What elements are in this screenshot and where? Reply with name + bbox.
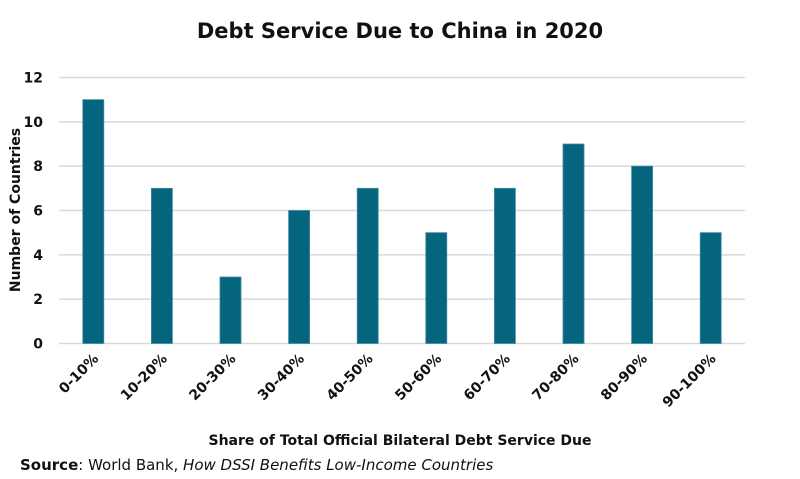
x-tick-label: 60-70% — [461, 351, 514, 404]
x-tick-label: 90-100% — [660, 351, 720, 411]
y-axis-label: Number of Countries — [8, 128, 24, 292]
x-tick-label: 80-90% — [598, 351, 651, 404]
y-tick-label: 12 — [24, 71, 43, 87]
x-tick-label: 40-50% — [324, 351, 377, 404]
source-note: Source: World Bank, How DSSI Benefits Lo… — [20, 456, 493, 474]
x-tick-label: 50-60% — [392, 351, 445, 404]
bar-10-20% — [150, 187, 173, 344]
bar-90-100% — [699, 232, 722, 344]
y-tick-label: 0 — [33, 337, 43, 353]
x-tick-label: 10-20% — [118, 351, 171, 404]
x-axis-label: Share of Total Official Bilateral Debt S… — [209, 433, 592, 449]
bar-70-80% — [562, 143, 585, 344]
y-tick-label: 6 — [33, 204, 43, 220]
y-tick-label: 8 — [33, 159, 43, 175]
source-title: How DSSI Benefits Low-Income Countries — [183, 456, 494, 474]
x-tick-label: 70-80% — [529, 351, 582, 404]
x-tick-label: 0-10% — [56, 351, 102, 397]
y-tick-label: 10 — [24, 115, 44, 131]
x-tick-label: 30-40% — [255, 351, 308, 404]
bar-40-50% — [356, 187, 379, 344]
y-tick-label: 4 — [33, 248, 43, 264]
source-publisher: : World Bank, — [78, 456, 184, 474]
bar-20-30% — [219, 276, 242, 344]
y-tick-label: 2 — [33, 292, 43, 308]
bar-0-10% — [82, 99, 105, 344]
chart-title: Debt Service Due to China in 2020 — [197, 19, 603, 43]
bar-60-70% — [493, 187, 516, 344]
x-tick-label: 20-30% — [186, 351, 239, 404]
bar-80-90% — [631, 165, 653, 344]
bar-30-40% — [288, 210, 311, 344]
source-label: Source — [20, 456, 79, 474]
bar-50-60% — [425, 232, 448, 344]
